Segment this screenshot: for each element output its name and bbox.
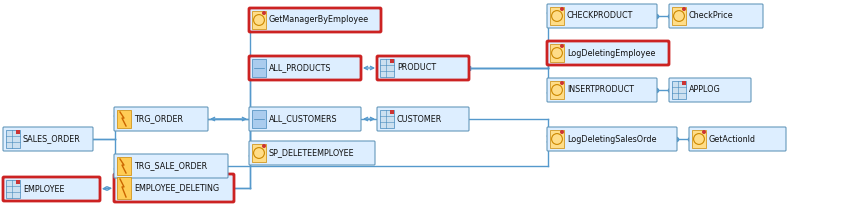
- Text: EMPLOYEE_DELETING: EMPLOYEE_DELETING: [134, 184, 219, 192]
- Text: CHECKPRODUCT: CHECKPRODUCT: [566, 12, 633, 20]
- Text: SP_DELETEEMPLOYEE: SP_DELETEEMPLOYEE: [268, 148, 354, 158]
- Circle shape: [560, 44, 563, 48]
- Text: SALES_ORDER: SALES_ORDER: [23, 135, 81, 143]
- FancyBboxPatch shape: [6, 130, 20, 148]
- FancyBboxPatch shape: [668, 78, 750, 102]
- FancyBboxPatch shape: [249, 56, 360, 80]
- Text: EMPLOYEE: EMPLOYEE: [23, 184, 64, 194]
- Text: ALL_CUSTOMERS: ALL_CUSTOMERS: [268, 115, 338, 123]
- FancyBboxPatch shape: [546, 78, 657, 102]
- Text: CUSTOMER: CUSTOMER: [397, 115, 441, 123]
- FancyBboxPatch shape: [3, 177, 100, 201]
- FancyBboxPatch shape: [549, 130, 563, 148]
- FancyBboxPatch shape: [549, 81, 563, 99]
- Circle shape: [262, 144, 266, 148]
- FancyBboxPatch shape: [252, 11, 266, 29]
- FancyBboxPatch shape: [252, 59, 266, 77]
- FancyBboxPatch shape: [671, 7, 685, 25]
- Circle shape: [701, 130, 706, 134]
- FancyBboxPatch shape: [390, 110, 393, 114]
- Text: ALL_PRODUCTS: ALL_PRODUCTS: [268, 64, 331, 72]
- FancyBboxPatch shape: [116, 110, 131, 128]
- Text: INSERTPRODUCT: INSERTPRODUCT: [566, 85, 633, 94]
- FancyBboxPatch shape: [249, 107, 360, 131]
- FancyBboxPatch shape: [114, 154, 228, 178]
- FancyBboxPatch shape: [668, 4, 762, 28]
- FancyBboxPatch shape: [114, 107, 208, 131]
- FancyBboxPatch shape: [380, 59, 393, 77]
- FancyBboxPatch shape: [376, 107, 468, 131]
- Text: LogDeletingEmployee: LogDeletingEmployee: [566, 49, 655, 58]
- FancyBboxPatch shape: [6, 180, 20, 198]
- Circle shape: [560, 130, 563, 134]
- Text: GetActionId: GetActionId: [708, 135, 755, 143]
- FancyBboxPatch shape: [252, 110, 266, 128]
- FancyBboxPatch shape: [252, 144, 266, 162]
- Text: GetManagerByEmployee: GetManagerByEmployee: [268, 15, 369, 25]
- Circle shape: [681, 7, 685, 11]
- Text: TRG_ORDER: TRG_ORDER: [134, 115, 183, 123]
- Text: LogDeletingSalesOrde: LogDeletingSalesOrde: [566, 135, 656, 143]
- Circle shape: [560, 7, 563, 11]
- FancyBboxPatch shape: [546, 41, 668, 65]
- FancyBboxPatch shape: [390, 59, 393, 63]
- FancyBboxPatch shape: [546, 127, 676, 151]
- FancyBboxPatch shape: [549, 7, 563, 25]
- FancyBboxPatch shape: [376, 56, 468, 80]
- Text: PRODUCT: PRODUCT: [397, 64, 436, 72]
- FancyBboxPatch shape: [3, 127, 93, 151]
- FancyBboxPatch shape: [688, 127, 785, 151]
- Text: TRG_SALE_ORDER: TRG_SALE_ORDER: [134, 161, 207, 171]
- FancyBboxPatch shape: [116, 157, 131, 175]
- Text: APPLOG: APPLOG: [688, 85, 720, 94]
- FancyBboxPatch shape: [549, 44, 563, 62]
- FancyBboxPatch shape: [114, 174, 234, 202]
- FancyBboxPatch shape: [16, 180, 20, 184]
- FancyBboxPatch shape: [546, 4, 657, 28]
- FancyBboxPatch shape: [249, 8, 381, 32]
- FancyBboxPatch shape: [691, 130, 706, 148]
- FancyBboxPatch shape: [16, 130, 20, 134]
- Text: CheckPrice: CheckPrice: [688, 12, 733, 20]
- FancyBboxPatch shape: [249, 141, 375, 165]
- FancyBboxPatch shape: [671, 81, 685, 99]
- Circle shape: [560, 81, 563, 85]
- FancyBboxPatch shape: [116, 177, 131, 199]
- FancyBboxPatch shape: [380, 110, 393, 128]
- FancyBboxPatch shape: [681, 81, 685, 85]
- Circle shape: [262, 11, 266, 15]
